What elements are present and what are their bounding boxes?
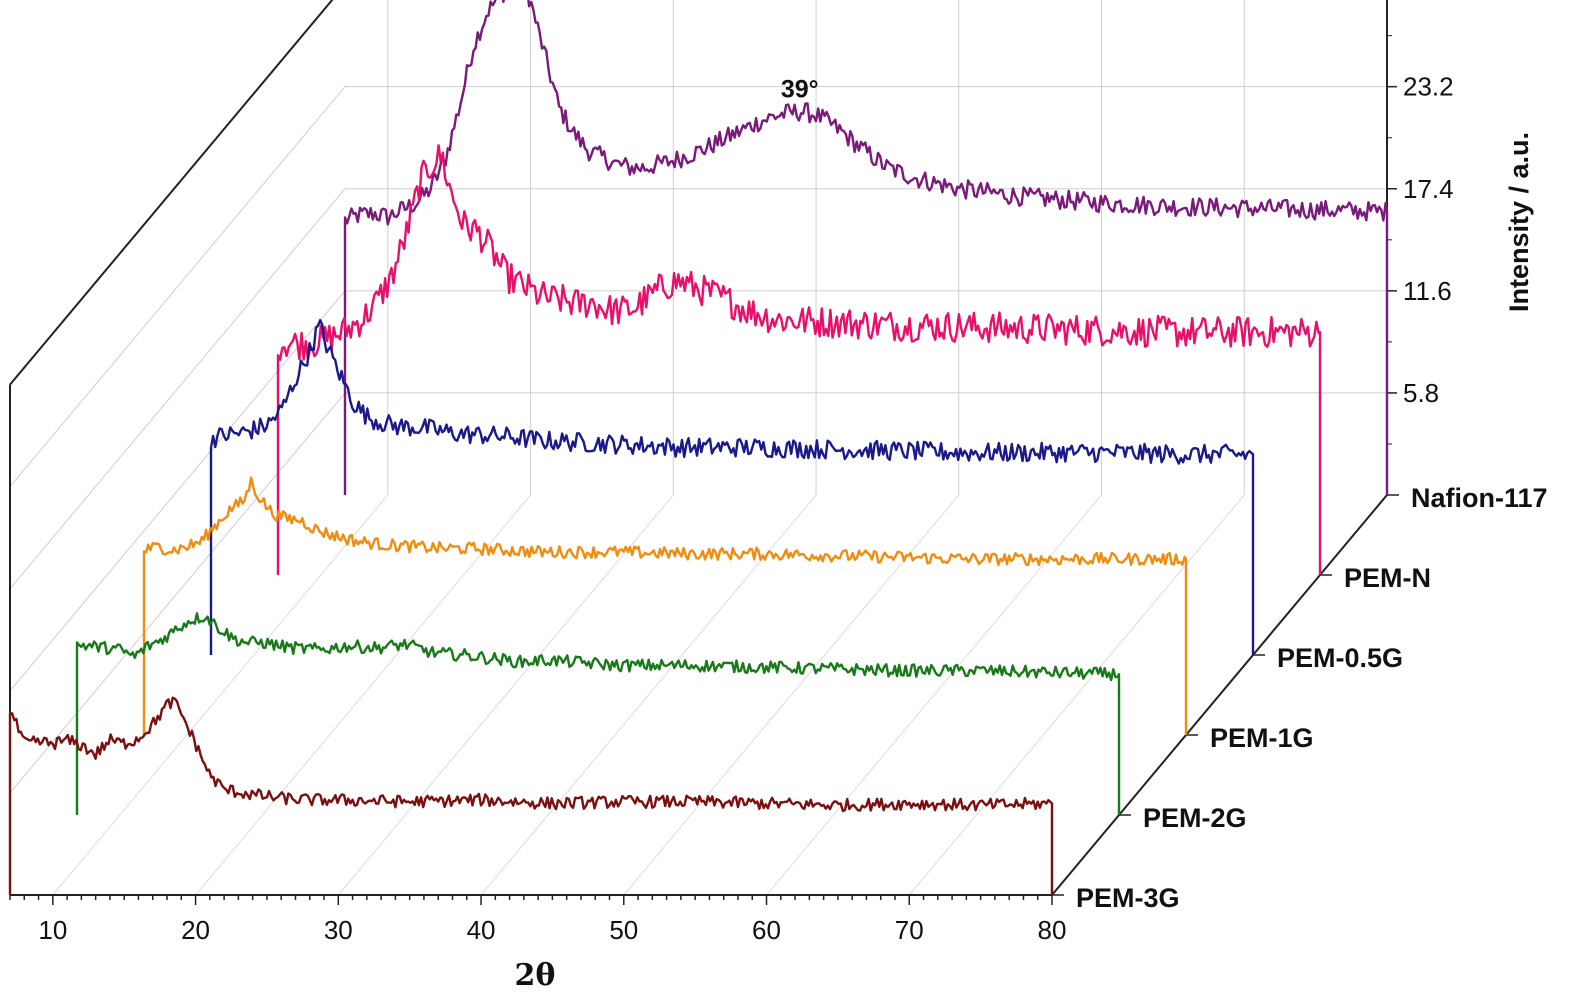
grid-line [908, 494, 1245, 896]
grid-line [480, 494, 817, 896]
peak-annotation: 39° [781, 75, 819, 103]
x-tick-label: 10 [38, 915, 67, 945]
y-tick-label: 11.6 [1403, 276, 1452, 306]
x-axis-label: 2θ [515, 958, 556, 993]
series-label: PEM-1G [1210, 723, 1314, 753]
x-tick-label: 60 [752, 915, 781, 945]
grid-line [9, 0, 333, 385]
y-tick-label: 5.8 [1403, 378, 1439, 408]
series-line-pem-3g [8, 696, 1054, 895]
x-tick-label: 30 [324, 915, 353, 945]
x-tick-label: 70 [895, 915, 924, 945]
y-tick-label: 17.4 [1403, 174, 1454, 204]
series-label: PEM-N [1344, 563, 1431, 593]
series-line-pem-1g [142, 476, 1188, 735]
series-line-nafion-117 [343, 0, 1389, 495]
series-line-pem-2g [75, 612, 1121, 815]
x-tick-label: 80 [1038, 915, 1067, 945]
grid-line [52, 494, 389, 896]
x-tick-label: 50 [609, 915, 638, 945]
x-tick-label: 20 [181, 915, 210, 945]
series-label: PEM-2G [1143, 803, 1247, 833]
grid-line [9, 290, 346, 692]
grid-line [337, 494, 674, 896]
series-label: PEM-3G [1076, 883, 1180, 913]
grid-line [9, 188, 346, 590]
series-line-pem-0-5g [209, 318, 1255, 655]
series-label: Nafion-117 [1411, 483, 1548, 513]
x-tick-label: 40 [467, 915, 496, 945]
top-left-edge [9, 0, 334, 386]
y-tick-label: 23.2 [1403, 72, 1454, 102]
labels: 10203040506070805.811.617.423.229.0Nafio… [38, 72, 1548, 945]
grid-line [623, 494, 960, 896]
grid-line [9, 86, 346, 488]
grid-line [195, 494, 531, 896]
series-label: PEM-0.5G [1277, 643, 1403, 673]
series-line-pem-n [276, 144, 1322, 575]
grid-line [9, 392, 346, 794]
y-axis-label: Intensity / a.u. [1504, 132, 1534, 312]
series-group [8, 0, 1389, 895]
depth-axis-line [1051, 494, 1388, 896]
